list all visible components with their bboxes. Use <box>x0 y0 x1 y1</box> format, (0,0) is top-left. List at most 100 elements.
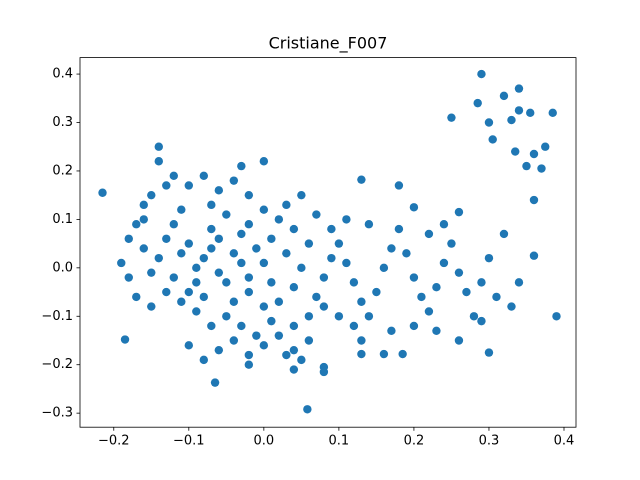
point <box>529 251 539 260</box>
point <box>349 278 359 287</box>
point <box>484 118 494 127</box>
point <box>139 215 148 224</box>
point <box>154 142 163 151</box>
point <box>447 113 456 122</box>
x-tick-label: 0.1 <box>329 434 350 449</box>
x-tick-label: −0.1 <box>173 434 205 449</box>
point <box>289 321 299 331</box>
point <box>342 258 351 268</box>
point <box>259 302 269 311</box>
y-tick-label: 0.0 <box>52 260 73 275</box>
point <box>162 234 171 243</box>
point <box>282 249 291 258</box>
point <box>244 287 254 297</box>
point <box>199 355 209 365</box>
x-tick-label: 0.0 <box>253 434 274 449</box>
point <box>259 341 269 350</box>
y-tick-label: −0.3 <box>41 406 73 421</box>
point <box>357 336 366 345</box>
point <box>139 200 148 210</box>
point <box>184 341 194 350</box>
point <box>154 253 163 263</box>
point <box>229 336 239 345</box>
point <box>514 84 524 93</box>
point <box>319 367 329 377</box>
point <box>184 287 194 297</box>
point <box>98 188 107 197</box>
point <box>454 268 464 277</box>
point <box>432 283 441 292</box>
point <box>372 287 381 297</box>
x-tick-label: 0.3 <box>479 434 500 449</box>
point <box>507 115 516 125</box>
point <box>462 287 471 297</box>
point <box>387 244 396 253</box>
point <box>327 253 336 263</box>
point <box>169 171 178 180</box>
point <box>289 345 299 355</box>
point <box>244 350 254 360</box>
point <box>297 263 306 273</box>
point <box>120 335 130 344</box>
point <box>274 331 284 340</box>
y-tick-label: 0.1 <box>52 212 73 227</box>
point <box>282 200 291 210</box>
point <box>147 302 156 311</box>
y-tick-label: −0.2 <box>41 357 73 372</box>
point <box>529 149 539 159</box>
point <box>229 176 239 185</box>
x-tick-label: 0.4 <box>554 434 575 449</box>
point <box>477 69 486 79</box>
point <box>237 161 246 171</box>
point <box>117 258 126 268</box>
point <box>297 190 306 200</box>
point <box>409 203 419 212</box>
point <box>484 253 494 263</box>
point <box>147 190 156 200</box>
point <box>207 244 216 253</box>
point <box>424 229 434 239</box>
point <box>447 239 456 248</box>
point <box>184 181 194 190</box>
point <box>267 234 276 243</box>
point <box>169 220 178 229</box>
point <box>303 405 312 414</box>
point <box>154 157 163 166</box>
point <box>364 312 374 321</box>
point <box>514 278 524 287</box>
point <box>267 278 276 287</box>
point <box>244 273 254 282</box>
y-tick-label: 0.2 <box>52 163 73 178</box>
point <box>507 302 516 311</box>
point <box>229 249 239 258</box>
point <box>394 224 404 234</box>
point <box>548 108 557 118</box>
point <box>304 239 314 248</box>
point <box>244 360 254 369</box>
point <box>244 220 254 229</box>
point <box>207 200 216 210</box>
point <box>537 164 546 173</box>
point <box>199 292 209 302</box>
point <box>207 321 216 331</box>
point <box>244 190 254 200</box>
point <box>199 253 209 263</box>
point <box>162 287 171 297</box>
point <box>514 106 524 115</box>
point <box>319 273 329 282</box>
point <box>364 220 374 229</box>
point <box>402 249 411 258</box>
point <box>162 181 171 190</box>
point <box>222 210 231 219</box>
point <box>394 181 404 190</box>
point <box>237 258 246 268</box>
point <box>334 312 344 321</box>
point <box>214 345 224 355</box>
point <box>334 239 344 248</box>
point <box>499 91 509 101</box>
point <box>473 98 482 108</box>
point <box>541 142 550 151</box>
point <box>259 205 269 214</box>
point <box>529 195 539 205</box>
